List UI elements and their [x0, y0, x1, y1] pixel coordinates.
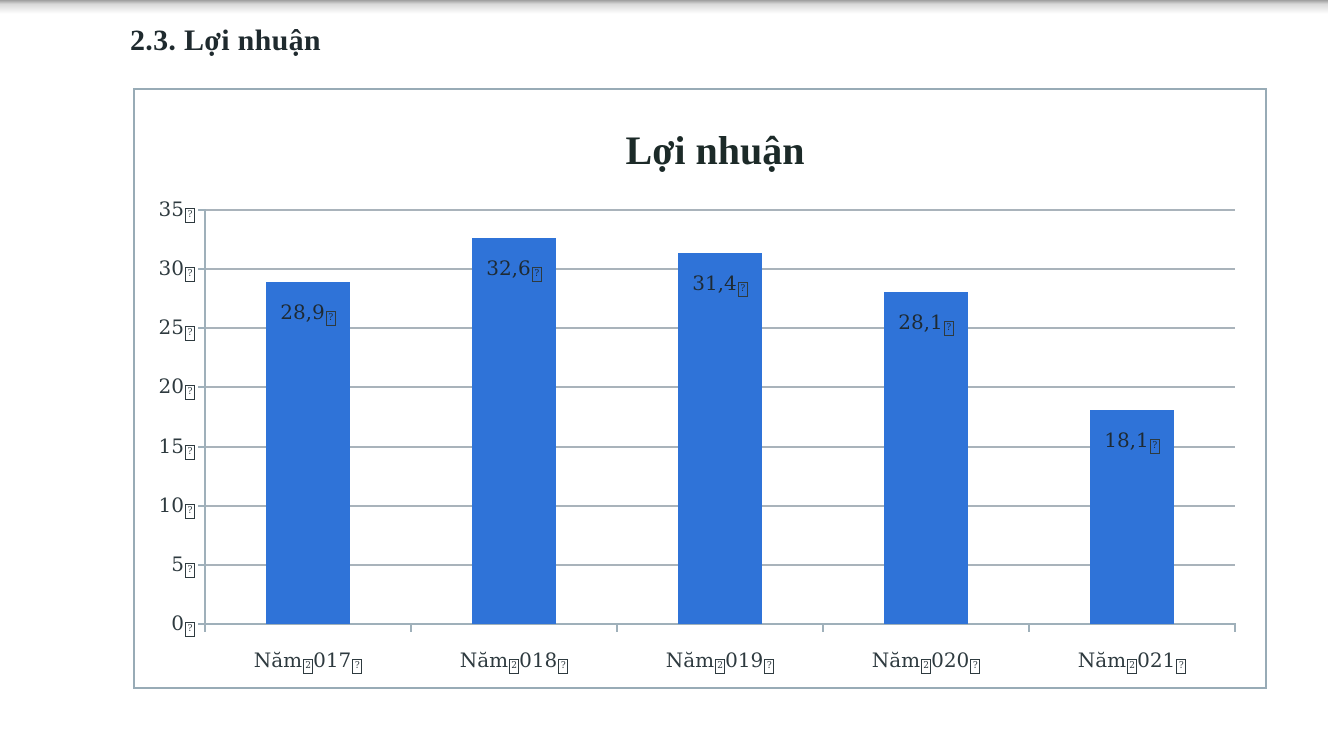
y-tick-label: 30?	[135, 256, 195, 282]
gridline	[205, 209, 1235, 211]
x-category-label: Năm 2 018?	[411, 648, 617, 674]
x-tick-mark	[1234, 624, 1236, 632]
missing-glyph-icon: ?	[970, 659, 981, 674]
bar-value-label: 18,1?	[1062, 428, 1202, 454]
y-tick-label: 35?	[135, 197, 195, 223]
y-tick-mark	[198, 505, 206, 507]
bar-năm-2021	[1090, 410, 1174, 624]
missing-glyph-icon: ?	[531, 267, 542, 282]
x-category-label: Năm 2 017?	[205, 648, 411, 674]
y-tick-label: 0?	[135, 611, 195, 637]
y-tick-mark	[198, 209, 206, 211]
y-tick-label: 25?	[135, 315, 195, 341]
missing-glyph-icon: 2	[509, 659, 520, 674]
missing-glyph-icon: ?	[943, 321, 954, 336]
bar-năm-2020	[884, 292, 968, 624]
x-category-label: Năm 2 021?	[1029, 648, 1235, 674]
missing-glyph-icon: ?	[185, 622, 195, 637]
x-category-label: Năm 2 019?	[617, 648, 823, 674]
y-tick-label: 10?	[135, 493, 195, 519]
missing-glyph-icon: ?	[764, 659, 775, 674]
missing-glyph-icon: 2	[1127, 659, 1138, 674]
y-tick-mark	[198, 386, 206, 388]
missing-glyph-icon: ?	[737, 282, 748, 297]
missing-glyph-icon: 2	[715, 659, 726, 674]
bar-value-label: 28,1?	[856, 310, 996, 336]
bar-value-label: 32,6?	[444, 256, 584, 282]
y-tick-mark	[198, 623, 206, 625]
chart-title: Lợi nhuận	[0, 127, 1328, 174]
y-tick-label: 20?	[135, 374, 195, 400]
y-tick-label: 5?	[135, 552, 195, 578]
missing-glyph-icon: ?	[325, 311, 336, 326]
y-tick-mark	[198, 268, 206, 270]
y-tick-label: 15?	[135, 434, 195, 460]
x-tick-mark	[410, 624, 412, 632]
missing-glyph-icon: ?	[185, 326, 195, 341]
x-tick-mark	[616, 624, 618, 632]
section-title: 2.3. Lợi nhuận	[130, 24, 321, 57]
y-axis	[204, 210, 206, 626]
missing-glyph-icon: ?	[558, 659, 569, 674]
y-tick-mark	[198, 327, 206, 329]
x-axis	[204, 623, 1236, 625]
missing-glyph-icon: ?	[185, 208, 195, 223]
missing-glyph-icon: ?	[185, 445, 195, 460]
missing-glyph-icon: ?	[185, 563, 195, 578]
bar-năm-2019	[678, 253, 762, 624]
x-tick-mark	[822, 624, 824, 632]
page-top-shadow	[0, 0, 1328, 14]
x-category-label: Năm 2 020?	[823, 648, 1029, 674]
missing-glyph-icon: ?	[1176, 659, 1187, 674]
x-tick-mark	[1028, 624, 1030, 632]
y-tick-mark	[198, 564, 206, 566]
missing-glyph-icon: 2	[921, 659, 932, 674]
missing-glyph-icon: ?	[1149, 439, 1160, 454]
missing-glyph-icon: 2	[303, 659, 314, 674]
bar-năm-2018	[472, 238, 556, 624]
bar-value-label: 31,4?	[650, 271, 790, 297]
y-tick-mark	[198, 446, 206, 448]
missing-glyph-icon: ?	[352, 659, 363, 674]
chart-title-text: Lợi nhuận	[625, 128, 805, 173]
bar-năm-2017	[266, 282, 350, 624]
x-tick-mark	[204, 624, 206, 632]
missing-glyph-icon: ?	[185, 504, 195, 519]
missing-glyph-icon: ?	[185, 267, 195, 282]
bar-value-label: 28,9?	[238, 300, 378, 326]
missing-glyph-icon: ?	[185, 385, 195, 400]
